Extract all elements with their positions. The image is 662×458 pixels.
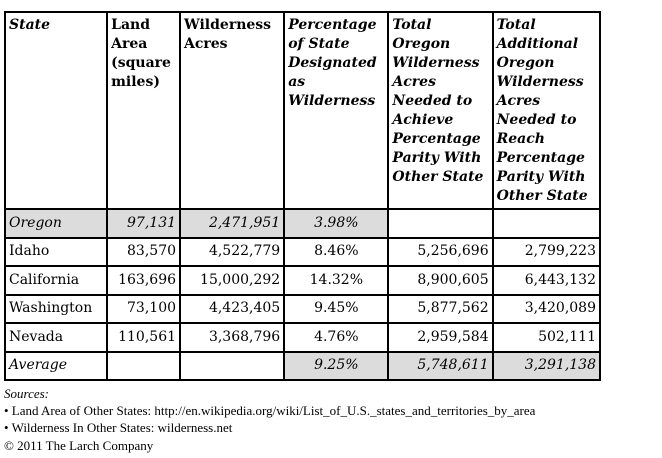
cell-total-needed — [389, 210, 492, 237]
table-row-nevada: Nevada 110,561 3,368,796 4.76% 2,959,584… — [6, 324, 599, 351]
table-row-california: California 163,696 15,000,292 14.32% 8,9… — [6, 267, 599, 294]
cell-total-needed: 5,256,696 — [389, 238, 492, 265]
header-state: State — [6, 13, 107, 208]
header-wilderness-acres: Wilderness Acres — [181, 13, 284, 208]
table-row-average: Average 9.25% 5,748,611 3,291,138 — [6, 352, 599, 379]
wilderness-table-frame: State Land Area (square miles) Wildernes… — [4, 11, 601, 381]
cell-wilderness-acres: 3,368,796 — [181, 324, 284, 351]
cell-additional-needed — [493, 210, 599, 237]
sources-heading: Sources: — [4, 386, 50, 401]
cell-land-area: 163,696 — [108, 267, 180, 294]
cell-additional-needed: 3,420,089 — [493, 295, 599, 322]
cell-total-needed: 5,877,562 — [389, 295, 492, 322]
cell-state: Washington — [6, 295, 107, 322]
cell-state: Nevada — [6, 324, 107, 351]
cell-wilderness-acres: 4,423,405 — [181, 295, 284, 322]
cell-state: Oregon — [6, 210, 107, 237]
header-row: State Land Area (square miles) Wildernes… — [6, 13, 599, 208]
cell-land-area: 110,561 — [108, 324, 180, 351]
cell-total-needed: 2,959,584 — [389, 324, 492, 351]
cell-wilderness-acres: 15,000,292 — [181, 267, 284, 294]
cell-percentage: 3.98% — [285, 210, 388, 237]
cell-state: Idaho — [6, 238, 107, 265]
sources-block: Sources: • Land Area of Other States: ht… — [4, 385, 535, 454]
cell-additional-needed: 502,111 — [493, 324, 599, 351]
header-additional-needed: Total Additional Oregon Wilderness Acres… — [493, 13, 599, 208]
table-row-washington: Washington 73,100 4,423,405 9.45% 5,877,… — [6, 295, 599, 322]
cell-additional-needed: 6,443,132 — [493, 267, 599, 294]
wilderness-comparison-table: State Land Area (square miles) Wildernes… — [4, 11, 601, 381]
cell-percentage: 9.25% — [285, 352, 388, 379]
cell-additional-needed: 2,799,223 — [493, 238, 599, 265]
cell-percentage: 4.76% — [285, 324, 388, 351]
cell-percentage: 9.45% — [285, 295, 388, 322]
cell-land-area: 83,570 — [108, 238, 180, 265]
cell-state: California — [6, 267, 107, 294]
table-row-oregon: Oregon 97,131 2,471,951 3.98% — [6, 210, 599, 237]
source-land-area: • Land Area of Other States: http://en.w… — [4, 403, 536, 419]
cell-wilderness-acres: 2,471,951 — [181, 210, 284, 237]
cell-wilderness-acres — [181, 352, 284, 379]
header-percentage: Percentage of State Designated as Wilder… — [285, 13, 388, 208]
cell-total-needed: 8,900,605 — [389, 267, 492, 294]
cell-additional-needed: 3,291,138 — [493, 352, 599, 379]
cell-land-area — [108, 352, 180, 379]
header-total-needed: Total Oregon Wilderness Acres Needed to … — [389, 13, 492, 208]
cell-wilderness-acres: 4,522,779 — [181, 238, 284, 265]
cell-land-area: 73,100 — [108, 295, 180, 322]
cell-state: Average — [6, 352, 107, 379]
cell-total-needed: 5,748,611 — [389, 352, 492, 379]
cell-percentage: 8.46% — [285, 238, 388, 265]
copyright-notice: © 2011 The Larch Company — [4, 437, 154, 453]
cell-land-area: 97,131 — [108, 210, 180, 237]
table-row-idaho: Idaho 83,570 4,522,779 8.46% 5,256,696 2… — [6, 238, 599, 265]
source-wilderness: • Wilderness In Other States: wilderness… — [4, 420, 233, 436]
cell-percentage: 14.32% — [285, 267, 388, 294]
header-land-area: Land Area (square miles) — [108, 13, 180, 208]
